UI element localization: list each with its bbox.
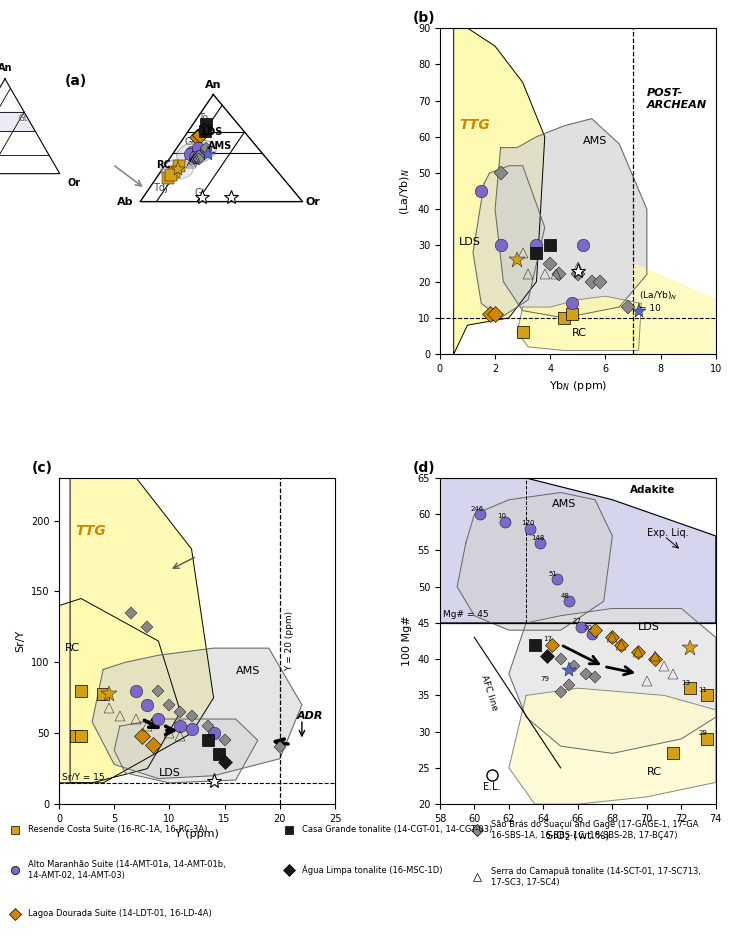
Polygon shape [517, 296, 641, 351]
Text: RC: RC [64, 643, 80, 653]
Text: TTG: TTG [75, 524, 106, 538]
Text: AMS: AMS [207, 140, 232, 151]
Polygon shape [454, 28, 545, 354]
Text: LDS: LDS [459, 237, 481, 248]
Text: (a): (a) [64, 74, 87, 88]
Text: AMS: AMS [584, 136, 608, 146]
Text: 11: 11 [699, 687, 708, 693]
Text: LDS: LDS [638, 622, 660, 632]
Text: Ab: Ab [117, 196, 134, 207]
Text: Gt: Gt [195, 188, 207, 198]
Text: 17: 17 [543, 636, 552, 642]
X-axis label: Y (ppm): Y (ppm) [175, 829, 219, 840]
Text: Água Limpa tonalite (16-MSC-1D): Água Limpa tonalite (16-MSC-1D) [303, 864, 443, 875]
Text: Adakite: Adakite [630, 484, 675, 495]
Text: AFC line: AFC line [480, 674, 500, 712]
Text: 30: 30 [583, 626, 592, 631]
Polygon shape [92, 648, 302, 779]
Text: Tdj: Tdj [153, 183, 168, 193]
Text: 29: 29 [699, 730, 708, 736]
Y-axis label: (La/Yb)$_N$: (La/Yb)$_N$ [399, 167, 413, 215]
Text: Sr/Y = 15: Sr/Y = 15 [62, 773, 105, 782]
Text: Lagoa Dourada Suite (14-LDT-01, 16-LD-4A): Lagoa Dourada Suite (14-LDT-01, 16-LD-4A… [27, 910, 211, 918]
Polygon shape [114, 719, 258, 783]
Text: AMS: AMS [552, 499, 576, 509]
Text: ADR: ADR [297, 711, 323, 721]
Text: Resende Costa Suite (16-RC-1A, 16-RC-3A): Resende Costa Suite (16-RC-1A, 16-RC-3A) [27, 826, 207, 834]
Text: São Brás do Suaçuí and Gagé (17-GAGE-1, 17-GA
16-SBS-1A, 16-SBS-1C, 16-SBS-2B, 1: São Brás do Suaçuí and Gagé (17-GAGE-1, … [491, 819, 698, 841]
Text: Y = 20 (ppm): Y = 20 (ppm) [286, 611, 294, 671]
Text: Serra do Camapuã tonalite (14-SCT-01, 17-SC713,
17-SC3, 17-SC4): Serra do Camapuã tonalite (14-SCT-01, 17… [491, 867, 700, 886]
Text: 246: 246 [471, 506, 484, 511]
Polygon shape [633, 264, 716, 354]
Text: 48: 48 [561, 593, 570, 598]
Text: 51: 51 [548, 571, 557, 577]
Text: Grd: Grd [184, 137, 202, 147]
Text: RC: RC [647, 767, 662, 777]
Text: (La/Yb)$_N$
= 10: (La/Yb)$_N$ = 10 [638, 290, 677, 312]
Ellipse shape [160, 160, 193, 180]
Text: LDS: LDS [201, 126, 222, 137]
Text: 148: 148 [531, 535, 545, 540]
Polygon shape [440, 478, 716, 623]
Ellipse shape [176, 140, 216, 165]
Y-axis label: 100 Mg#: 100 Mg# [402, 616, 412, 667]
Text: 79: 79 [540, 676, 549, 682]
Text: RC: RC [156, 160, 170, 170]
Text: An: An [205, 79, 221, 90]
Text: 170: 170 [521, 520, 534, 526]
Text: E.L.: E.L. [483, 782, 500, 792]
Polygon shape [457, 493, 613, 630]
X-axis label: Yb$_N$ (ppm): Yb$_N$ (ppm) [548, 380, 607, 394]
Text: Casa Grande tonalite (14-CGT-01, 14-CGT-03): Casa Grande tonalite (14-CGT-01, 14-CGT-… [303, 826, 493, 834]
Polygon shape [509, 609, 716, 754]
Polygon shape [495, 119, 647, 318]
Text: 27: 27 [573, 618, 582, 624]
Text: TTG: TTG [459, 119, 490, 133]
Polygon shape [509, 688, 716, 804]
Text: AMS: AMS [235, 666, 260, 676]
Polygon shape [473, 165, 545, 318]
Text: LDS: LDS [159, 768, 180, 778]
Text: RC: RC [573, 328, 587, 338]
Text: (d): (d) [413, 461, 435, 474]
X-axis label: SiO$_2$ (wt.%): SiO$_2$ (wt.%) [545, 829, 610, 843]
Text: POST-
ARCHEAN: POST- ARCHEAN [647, 88, 707, 109]
Text: To: To [198, 113, 208, 123]
Text: (c): (c) [32, 461, 52, 474]
Polygon shape [59, 598, 181, 783]
Text: (b): (b) [413, 10, 435, 24]
Text: Exp. Liq.: Exp. Liq. [647, 528, 689, 538]
Text: 10: 10 [497, 513, 506, 519]
Text: Alto Maranhão Suite (14-AMT-01a, 14-AMT-01b,
14-AMT-02, 14-AMT-03): Alto Maranhão Suite (14-AMT-01a, 14-AMT-… [27, 859, 225, 880]
Polygon shape [70, 478, 213, 783]
Text: 13: 13 [681, 680, 690, 685]
Text: Mg# = 45: Mg# = 45 [444, 611, 489, 619]
Y-axis label: Sr/Y: Sr/Y [15, 630, 25, 653]
Text: Or: Or [306, 196, 321, 207]
